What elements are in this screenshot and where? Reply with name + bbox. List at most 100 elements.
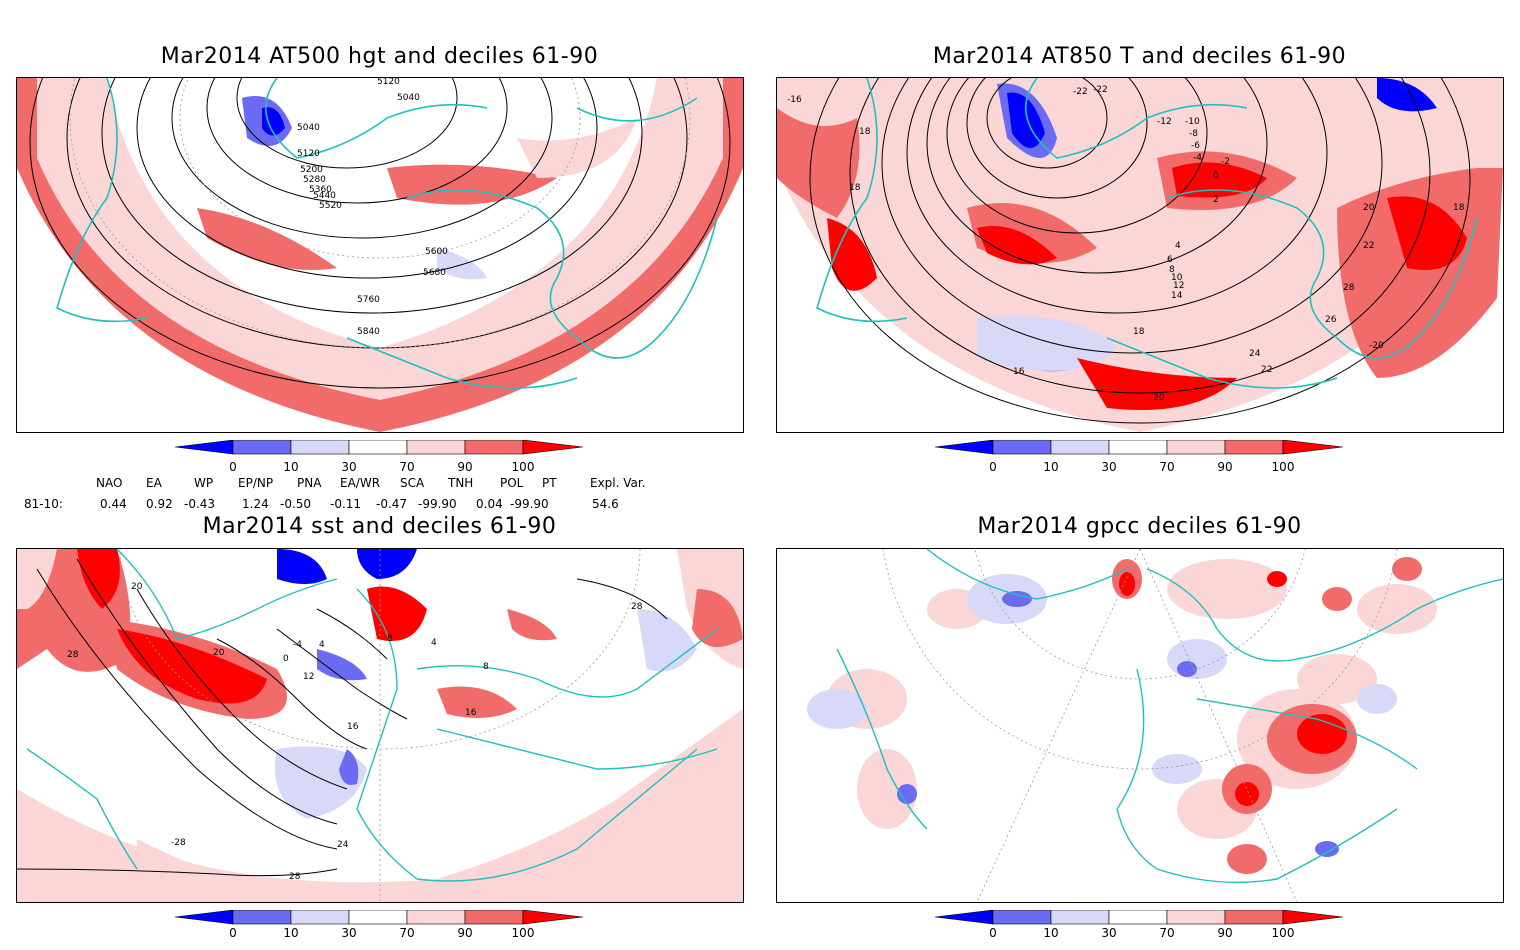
map-at850-canvas: -16 18 18 -22 -22 -12 -10 -8 -6 -4 -2 0 … [777,78,1503,432]
colorbar-label: 90 [457,926,473,940]
contour-label: 6 [1167,255,1173,265]
contour-label: 5200 [300,165,323,175]
panel-title-at850: Mar2014 AT850 T and deciles 61-90 [932,44,1347,69]
contour-label: 10 [1171,273,1183,283]
contour-label: 4 [319,640,325,650]
colorbar-label: 0 [229,926,237,940]
colorbar-label: 70 [399,926,415,940]
contour-label: 20 [131,582,143,592]
tc-row-label: 81-10: [24,497,63,511]
colorbar-sst: 0 10 30 70 90 100 [175,910,595,950]
contour-label: 20 [1363,203,1375,213]
map-at500: 5120 5040 5040 5120 5200 5280 5360 5440 … [16,77,744,433]
colorbar-label: 70 [399,460,415,474]
contour-label: 5680 [423,268,446,278]
colorbar-sst-swatches [175,910,584,925]
tc-value: -0.11 [330,497,362,511]
colorbar-label: 70 [1159,926,1175,940]
contour-label: 5520 [319,201,342,211]
contour-label: 18 [1133,327,1145,337]
tc-value: 0.04 [476,497,503,511]
contour-label: -12 [1157,117,1172,127]
contour-label: 16 [347,722,359,732]
contour-label: 5760 [357,295,380,305]
contour-label: 24 [1249,349,1261,359]
contour-label: 0 [283,654,289,664]
contour-label: 14 [1171,291,1183,301]
contour-label: -20 [1369,341,1384,351]
tc-value: 54.6 [592,497,619,511]
map-at500-canvas: 5120 5040 5040 5120 5200 5280 5360 5440 … [17,78,743,432]
tc-value: 1.24 [242,497,269,511]
colorbar-label: 10 [283,460,299,474]
colorbar-label: 100 [1271,460,1295,474]
colorbar-label: 0 [989,460,997,474]
tc-header: WP [194,476,214,490]
tc-header: POL [500,476,524,490]
colorbar-label: 100 [511,460,535,474]
contour-label: 0 [1213,171,1219,181]
contour-label: 20 [1153,393,1165,403]
tc-value: -0.47 [376,497,408,511]
tc-value: -0.43 [184,497,216,511]
contour-label: -22 [1073,87,1088,97]
colorbar-label: 90 [1217,460,1233,474]
contour-label: 22 [1363,241,1374,251]
contour-label: -22 [1093,85,1108,95]
contour-label: 28 [631,602,643,612]
panel-title-sst: Mar2014 sst and deciles 61-90 [202,514,557,539]
tc-header: PT [542,476,557,490]
tc-header: EA [146,476,162,490]
map-gpcc [776,548,1504,903]
contour-label: 5040 [397,93,420,103]
colorbar-label: 100 [1271,926,1295,940]
tc-value: 0.92 [146,497,173,511]
contour-label: 5280 [303,175,326,185]
contour-label: 5360 [309,185,332,195]
contour-label: 5440 [313,191,336,201]
contour-label: 8 [1169,265,1175,275]
tc-value: -0.50 [280,497,312,511]
tc-header: PNA [297,476,322,490]
colorbar-label: 100 [511,926,535,940]
colorbar-label: 30 [1101,460,1117,474]
contour-label: 5120 [377,78,400,87]
colorbar-label: 10 [1043,926,1059,940]
contour-label: -16 [787,95,802,105]
map-sst-canvas: 20 28 0 -4 4 8 12 16 20 24 28 28 -28 4 8… [17,549,743,902]
contour-label: 18 [1453,203,1465,213]
map-sst: 20 28 0 -4 4 8 12 16 20 24 28 28 -28 4 8… [16,548,744,903]
colorbar-at850-swatches [935,440,1344,455]
contour-label: -4 [1193,153,1202,163]
tc-header: EP/NP [238,476,274,490]
colorbar-gpcc: 0 10 30 70 90 100 [935,910,1355,950]
tc-header: EA/WR [340,476,381,490]
map-gpcc-canvas [807,549,1503,902]
contour-label: 12 [303,672,314,682]
tc-value: -99.90 [510,497,549,511]
colorbar-label: 30 [341,460,357,474]
tc-value: -99.90 [418,497,457,511]
contour-label: 16 [1013,367,1025,377]
contour-label: 5600 [425,247,448,257]
contour-label: 28 [289,872,301,882]
contour-label: 5120 [297,149,320,159]
tc-header: TNH [448,476,474,490]
colorbar-label: 70 [1159,460,1175,474]
contour-label: -2 [1221,157,1230,167]
contour-label: 2 [1213,195,1219,205]
colorbar-label: 0 [989,926,997,940]
contour-label: 22 [1261,365,1272,375]
contour-label: 28 [1343,283,1355,293]
contour-label: -6 [1191,141,1200,151]
colorbar-label: 30 [1101,926,1117,940]
contour-label: 24 [337,840,349,850]
contour-label: -8 [1189,129,1198,139]
panel-title-at500: Mar2014 AT500 hgt and deciles 61-90 [160,44,599,69]
colorbar-at500-swatches [175,440,584,455]
colorbar-label: 90 [457,460,473,474]
teleconnection-table: NAO EA WP EP/NP PNA EA/WR SCA TNH POL PT… [0,472,760,516]
colorbar-gpcc-swatches [935,910,1344,925]
colorbar-label: 90 [1217,926,1233,940]
contour-label: 4 [431,638,437,648]
